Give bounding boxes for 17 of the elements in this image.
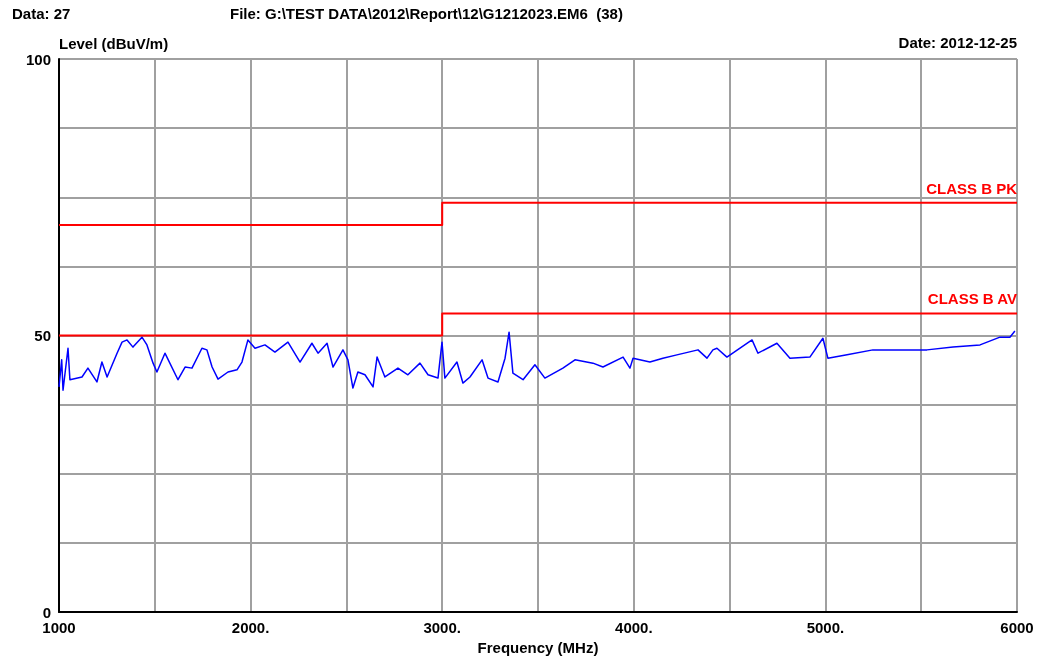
y-tick-label: 50 xyxy=(34,327,51,344)
x-tick-label: 6000 xyxy=(1000,619,1034,636)
y-tick-label: 100 xyxy=(25,50,51,68)
x-tick-label: 1000 xyxy=(42,619,76,636)
x-tick-label: 4000. xyxy=(615,619,653,636)
x-axis-title: Frequency (MHz) xyxy=(477,638,599,656)
y-axis-title: Level (dBuV/m) xyxy=(59,35,169,52)
series-label: CLASS B PK xyxy=(926,179,1018,197)
text: Date: 2012-12-25 xyxy=(898,34,1017,51)
x-tick-label: 2000. xyxy=(231,619,270,636)
text: File: G:\TEST DATA\2012\Report\12\G1212023.EM6 (38) xyxy=(230,5,623,22)
x-tick-label: 5000. xyxy=(806,619,845,636)
x-tick-label: 3000. xyxy=(423,619,461,636)
y-tick-label: 0 xyxy=(42,603,51,621)
line-series xyxy=(58,330,1016,391)
text: Data: 27 xyxy=(12,5,71,22)
series-label: CLASS B AV xyxy=(927,290,1017,308)
